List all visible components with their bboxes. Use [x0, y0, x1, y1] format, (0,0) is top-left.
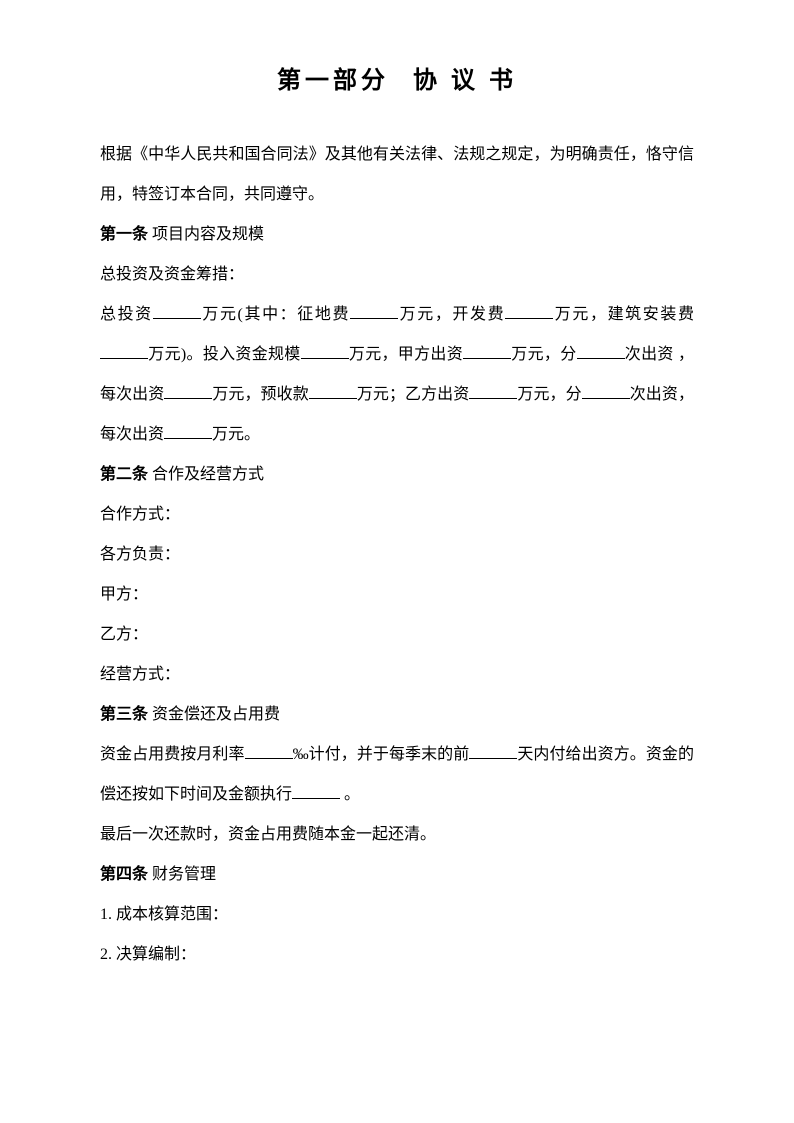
- title-part2: 协 议 书: [413, 68, 517, 94]
- blank-field: [292, 783, 340, 799]
- blank-field: [301, 343, 349, 359]
- blank-field: [164, 423, 212, 439]
- article4-header: 第四条 财务管理: [100, 855, 694, 895]
- article3-body: 资金占用费按月利率‰计付，并于每季末的前天内付给出资方。资金的偿还按如下时间及金…: [100, 735, 694, 815]
- article1-header: 第一条 项目内容及规模: [100, 215, 694, 255]
- text: ‰计付，并于每季末的前: [293, 746, 470, 763]
- article2-header: 第二条 合作及经营方式: [100, 455, 694, 495]
- blank-field: [577, 343, 625, 359]
- text: 资金占用费按月利率: [100, 746, 245, 763]
- intro-paragraph: 根据《中华人民共和国合同法》及其他有关法律、法规之规定，为明确责任，恪守信用，特…: [100, 135, 694, 215]
- article2-line: 乙方：: [100, 615, 694, 655]
- blank-field: [309, 383, 357, 399]
- text: 万元。: [212, 426, 260, 443]
- blank-field: [505, 303, 553, 319]
- article4-item: 1. 成本核算范围：: [100, 895, 694, 935]
- article3-label: 第三条: [100, 706, 148, 723]
- article1-body: 总投资 万元(其中：征地费 万元，开发费 万元，建筑安装费万元)。投入资金规模 万元，甲…: [100, 295, 694, 455]
- article4-item: 2. 决算编制：: [100, 935, 694, 975]
- blank-field: [164, 383, 212, 399]
- blank-field: [463, 343, 511, 359]
- text: 万元)。投入资金规模: [148, 346, 301, 363]
- text: 。: [340, 786, 360, 803]
- blank-field: [153, 303, 201, 319]
- article2-label: 第二条: [100, 466, 148, 483]
- article2-line: 各方负责：: [100, 535, 694, 575]
- blank-field: [350, 303, 398, 319]
- blank-field: [245, 743, 293, 759]
- article1-title: 项目内容及规模: [152, 226, 264, 243]
- text: 万元；乙方出资: [357, 386, 470, 403]
- text: 总投资: [100, 306, 153, 323]
- text: 万元，预收款: [212, 386, 308, 403]
- document-title: 第一部分协 议 书: [100, 60, 694, 95]
- text: 万元，开发费: [398, 306, 505, 323]
- text: 万元，甲方出资: [349, 346, 463, 363]
- article1-label: 第一条: [100, 226, 148, 243]
- article2-line: 经营方式：: [100, 655, 694, 695]
- article3-title: 资金偿还及占用费: [152, 706, 280, 723]
- article3-header: 第三条 资金偿还及占用费: [100, 695, 694, 735]
- article4-label: 第四条: [100, 866, 148, 883]
- text: 万元，分: [511, 346, 577, 363]
- document-content: 根据《中华人民共和国合同法》及其他有关法律、法规之规定，为明确责任，恪守信用，特…: [100, 135, 694, 975]
- article3-line2: 最后一次还款时，资金占用费随本金一起还清。: [100, 815, 694, 855]
- article2-line: 合作方式：: [100, 495, 694, 535]
- article2-line: 甲方：: [100, 575, 694, 615]
- blank-field: [469, 743, 517, 759]
- blank-field: [100, 343, 148, 359]
- text: 万元(其中：征地费: [201, 306, 350, 323]
- blank-field: [469, 383, 517, 399]
- blank-field: [582, 383, 630, 399]
- text: 万元，分: [517, 386, 581, 403]
- article1-line1: 总投资及资金筹措：: [100, 255, 694, 295]
- text: 万元，建筑安装费: [553, 306, 694, 323]
- title-part1: 第一部分: [277, 68, 389, 94]
- article2-title: 合作及经营方式: [152, 466, 264, 483]
- article4-title: 财务管理: [152, 866, 216, 883]
